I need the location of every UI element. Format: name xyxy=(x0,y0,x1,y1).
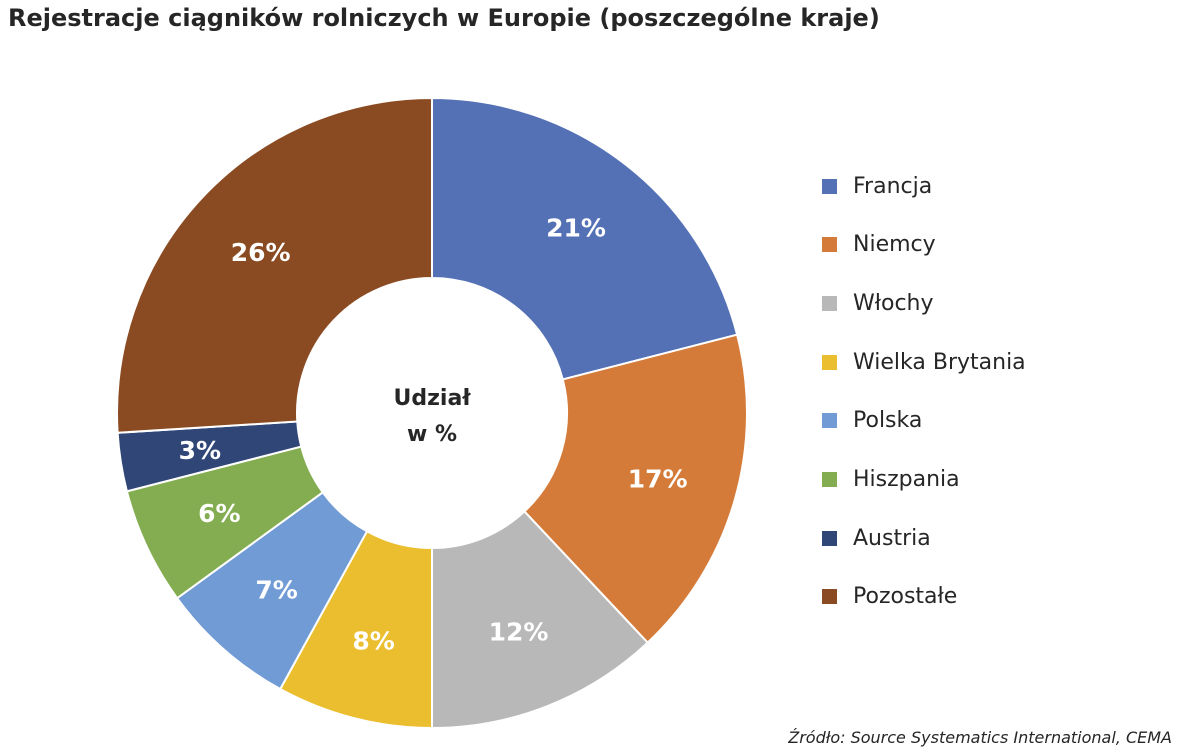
legend-item-francja: Francja xyxy=(822,168,1026,204)
legend-item-polska: Polska xyxy=(822,403,1026,439)
source-note: Źródło: Source Systematics International… xyxy=(788,728,1172,747)
slice-label-pozostale: 26% xyxy=(231,238,291,267)
slice-label-wielka-brytania: 8% xyxy=(352,627,394,656)
legend-label: Niemcy xyxy=(853,232,936,258)
slice-label-hiszpania: 6% xyxy=(198,499,240,528)
center-label-line-1: Udział xyxy=(394,386,472,411)
slice-label-francja: 21% xyxy=(546,213,606,242)
slices-layer xyxy=(116,96,748,730)
legend-item-pozostale: Pozostałe xyxy=(822,579,1026,615)
slice-wlochy xyxy=(431,509,650,730)
legend-item-niemcy: Niemcy xyxy=(822,227,1026,263)
slice-niemcy xyxy=(523,333,748,645)
legend-label: Francja xyxy=(853,173,933,199)
legend-swatch xyxy=(822,530,837,546)
legend-swatch xyxy=(822,354,837,370)
legend-item-austria: Austria xyxy=(822,520,1026,556)
legend-swatch xyxy=(822,237,837,253)
legend-swatch xyxy=(822,589,837,605)
legend-item-wielka-brytania: Wielka Brytania xyxy=(822,344,1026,380)
center-label-line-2: w % xyxy=(407,422,457,447)
slice-labels-layer: 21% 17% 12% 8% 7% 6% 3% 26% xyxy=(179,213,688,655)
slice-francja xyxy=(431,96,739,381)
legend-swatch xyxy=(822,413,837,429)
legend-item-hiszpania: Hiszpania xyxy=(822,461,1026,497)
legend-label: Polska xyxy=(853,408,923,434)
legend-label: Hiszpania xyxy=(853,466,960,492)
slice-label-niemcy: 17% xyxy=(628,465,688,494)
legend-label: Austria xyxy=(853,525,931,551)
slice-pozostale xyxy=(116,96,433,434)
chart-title: Rejestracje ciągników rolniczych w Europ… xyxy=(8,4,880,32)
slice-label-wlochy: 12% xyxy=(489,617,549,646)
chart-legend: Francja Niemcy Włochy Wielka Brytania Polska… xyxy=(822,168,1026,638)
slice-label-polska: 7% xyxy=(255,575,297,604)
legend-label: Pozostałe xyxy=(853,584,958,610)
legend-label: Włochy xyxy=(853,290,934,316)
legend-label: Wielka Brytania xyxy=(853,349,1026,375)
legend-item-wlochy: Włochy xyxy=(822,285,1026,321)
legend-swatch xyxy=(822,295,837,311)
legend-swatch xyxy=(822,178,837,194)
slice-label-austria: 3% xyxy=(179,436,221,465)
legend-swatch xyxy=(822,471,837,487)
